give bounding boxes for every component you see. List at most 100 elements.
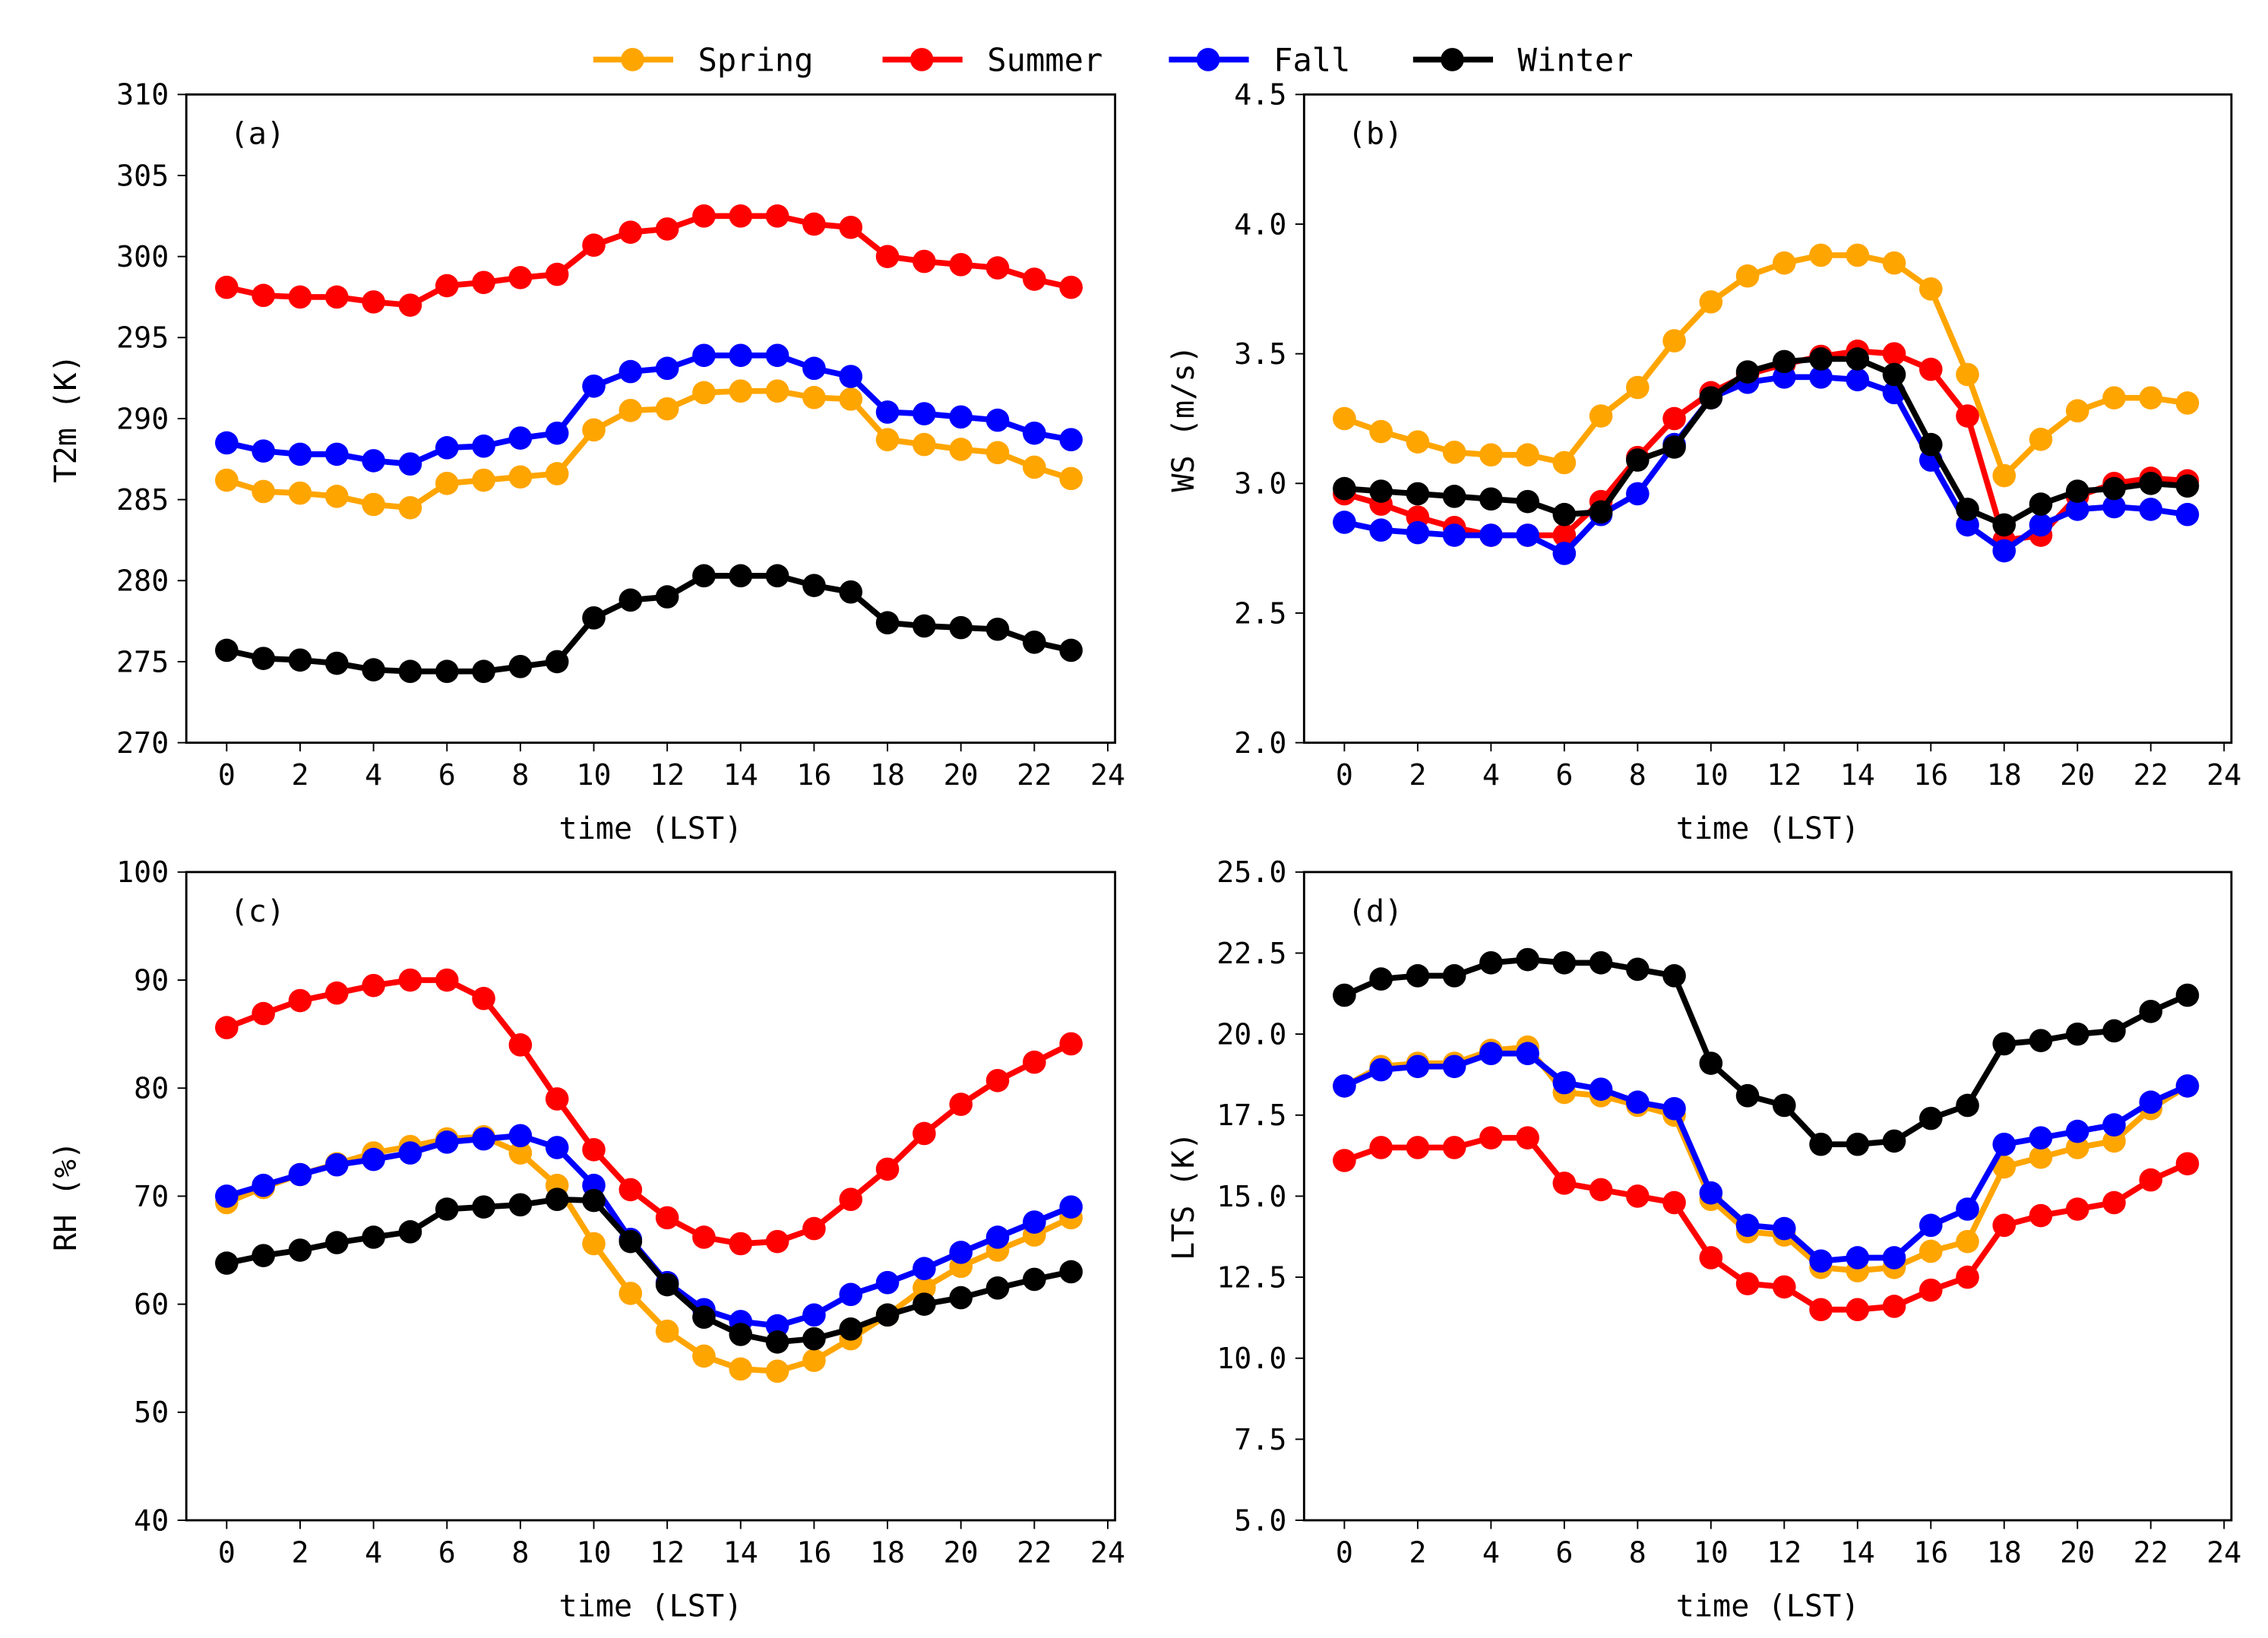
data-point: [1552, 502, 1577, 526]
x-tick-label: 18: [1987, 1536, 2022, 1570]
x-tick-label: 6: [1555, 1536, 1573, 1570]
data-point: [1882, 1295, 1906, 1318]
data-point: [2175, 983, 2200, 1007]
series-line: [226, 387, 1072, 511]
data-point: [1059, 1032, 1083, 1056]
y-tick-label: 25.0: [1216, 855, 1286, 890]
y-tick-label: 70: [134, 1180, 169, 1214]
data-point: [618, 220, 643, 244]
legend-label: Summer: [987, 42, 1102, 79]
x-tick-label: 12: [1767, 1536, 1801, 1570]
series-winter: [215, 564, 1083, 684]
y-tick-label: 310: [116, 78, 169, 112]
data-point: [1992, 1032, 2017, 1056]
data-point: [1626, 448, 1650, 472]
data-point: [1589, 500, 1613, 524]
data-point: [1735, 1213, 1760, 1238]
data-point: [1882, 1129, 1906, 1153]
data-point: [1699, 1051, 1723, 1075]
data-point: [2139, 386, 2163, 410]
data-point: [251, 1173, 275, 1197]
x-tick-label: 4: [365, 758, 382, 792]
y-tick-label: 290: [116, 402, 169, 436]
y-tick-label: 15.0: [1216, 1180, 1286, 1214]
data-point: [839, 387, 863, 411]
data-point: [1589, 1077, 1613, 1101]
data-point: [1552, 542, 1577, 565]
data-point: [1846, 1246, 1870, 1270]
data-point: [1516, 1042, 1539, 1066]
y-tick-label: 2.0: [1234, 726, 1286, 760]
y-tick-label: 275: [116, 645, 169, 679]
data-point: [985, 1068, 1010, 1093]
data-point: [1992, 539, 2017, 563]
series-line: [226, 1132, 1073, 1329]
y-tick-label: 3.5: [1234, 337, 1286, 372]
legend-label: Spring: [698, 42, 814, 79]
data-point: [1059, 1260, 1083, 1284]
data-point: [215, 468, 239, 492]
data-point: [729, 1232, 753, 1256]
data-point: [1809, 1132, 1833, 1156]
data-point: [655, 397, 679, 421]
data-point: [582, 418, 606, 442]
data-point: [1442, 1055, 1466, 1079]
data-point: [1956, 498, 1979, 521]
data-point: [398, 1141, 422, 1165]
legend-marker: [1441, 48, 1464, 71]
y-tick-label: 90: [134, 963, 169, 998]
data-point: [802, 1349, 826, 1372]
data-point: [251, 283, 275, 308]
data-point: [655, 1273, 679, 1297]
plot-frame: [1302, 871, 2233, 1522]
data-point: [582, 1232, 606, 1256]
data-point: [324, 285, 349, 309]
y-tick-label: 305: [116, 159, 169, 193]
data-point: [765, 1359, 789, 1383]
y-tick-label: 5.0: [1234, 1504, 1286, 1538]
data-point: [472, 659, 495, 684]
data-point: [288, 648, 312, 672]
data-point: [1626, 1184, 1650, 1208]
data-point: [949, 1241, 973, 1264]
data-point: [655, 1319, 679, 1343]
data-point: [2102, 495, 2126, 519]
data-point: [1516, 443, 1539, 467]
data-point: [985, 408, 1010, 432]
data-point: [472, 468, 495, 492]
series-line: [226, 1196, 1072, 1346]
data-point: [2175, 502, 2200, 526]
data-point: [875, 428, 900, 451]
data-point: [1589, 404, 1613, 428]
data-point: [324, 651, 349, 675]
data-point: [1059, 638, 1083, 662]
data-point: [913, 249, 936, 274]
data-point: [2102, 1191, 2126, 1215]
series-summer: [215, 204, 1083, 317]
legend-label: Winter: [1518, 42, 1634, 79]
data-point: [655, 217, 679, 241]
data-point: [1406, 1136, 1430, 1159]
data-point: [545, 1187, 569, 1212]
data-point: [215, 1251, 239, 1275]
y-tick-label: 50: [134, 1396, 169, 1430]
data-point: [545, 1087, 569, 1111]
data-point: [508, 1193, 533, 1217]
data-point: [398, 293, 422, 317]
series-line: [1343, 957, 2189, 1148]
data-point: [1442, 441, 1466, 464]
y-tick-label: 270: [116, 726, 169, 760]
x-tick-label: 22: [1017, 1536, 1052, 1570]
data-point: [1516, 947, 1539, 972]
data-point: [949, 253, 973, 277]
data-point: [1846, 1132, 1870, 1156]
x-tick-label: 20: [2060, 1536, 2095, 1570]
data-point: [1735, 1083, 1760, 1108]
data-point: [875, 1157, 900, 1181]
data-point: [985, 441, 1010, 465]
data-point: [1589, 1178, 1613, 1202]
data-point: [362, 290, 385, 314]
data-point: [435, 471, 459, 495]
y-tick-label: 17.5: [1216, 1099, 1286, 1133]
data-point: [251, 479, 275, 504]
